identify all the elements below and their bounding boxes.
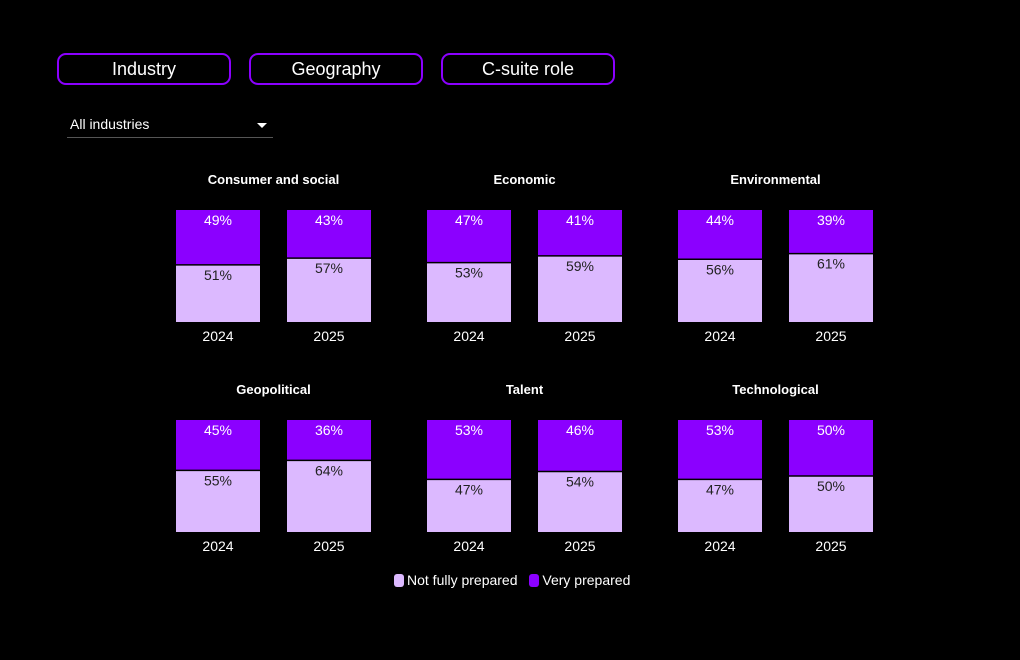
legend-label-very-prepared: Very prepared xyxy=(542,572,631,588)
bar-consumer-and-social-2025-not-fully-prepared xyxy=(287,258,371,322)
category-label-consumer-and-social-2025: 2025 xyxy=(313,328,344,344)
bar-environmental-2024-very-prepared xyxy=(678,210,762,260)
tab-geography[interactable]: Geography xyxy=(249,53,423,85)
data-label-geopolitical-2025-very-prepared: 36% xyxy=(315,422,343,438)
bar-consumer-and-social-2025-very-prepared xyxy=(287,210,371,259)
bar-economic-2024-not-fully-prepared xyxy=(427,262,511,322)
data-label-environmental-2024-very-prepared: 44% xyxy=(706,212,734,228)
category-label-geopolitical-2025: 2025 xyxy=(313,538,344,554)
bar-technological-2025-not-fully-prepared xyxy=(789,476,873,532)
data-label-economic-2024-very-prepared: 47% xyxy=(455,212,483,228)
data-label-economic-2025-very-prepared: 41% xyxy=(566,212,594,228)
bar-talent-2025-very-prepared xyxy=(538,420,622,472)
bar-geopolitical-2025-not-fully-prepared xyxy=(287,460,371,532)
data-label-geopolitical-2024-very-prepared: 45% xyxy=(204,422,232,438)
panel-title-environmental: Environmental xyxy=(730,172,820,187)
bar-environmental-2025-very-prepared xyxy=(789,210,873,254)
data-label-economic-2024-not-fully-prepared: 53% xyxy=(455,265,483,281)
data-label-talent-2025-not-fully-prepared: 54% xyxy=(566,474,594,490)
legend-label-not-fully-prepared: Not fully prepared xyxy=(407,572,518,588)
category-label-consumer-and-social-2024: 2024 xyxy=(202,328,233,344)
data-label-talent-2024-very-prepared: 53% xyxy=(455,422,483,438)
bar-talent-2024-very-prepared xyxy=(427,420,511,480)
industry-dropdown[interactable]: All industries xyxy=(67,112,273,138)
data-label-consumer-and-social-2025-not-fully-prepared: 57% xyxy=(315,260,343,276)
bar-consumer-and-social-2024-very-prepared xyxy=(176,210,260,265)
category-label-technological-2024: 2024 xyxy=(704,538,735,554)
bar-consumer-and-social-2024-not-fully-prepared xyxy=(176,264,260,322)
panel-title-technological: Technological xyxy=(732,382,818,397)
category-label-economic-2024: 2024 xyxy=(453,328,484,344)
data-label-economic-2025-not-fully-prepared: 59% xyxy=(566,258,594,274)
data-label-consumer-and-social-2025-very-prepared: 43% xyxy=(315,212,343,228)
bar-environmental-2024-not-fully-prepared xyxy=(678,259,762,322)
category-label-talent-2025: 2025 xyxy=(564,538,595,554)
caret-down-icon xyxy=(257,123,267,128)
legend-item-not-fully-prepared[interactable]: Not fully prepared xyxy=(394,572,518,588)
data-label-technological-2024-very-prepared: 53% xyxy=(706,422,734,438)
data-label-geopolitical-2024-not-fully-prepared: 55% xyxy=(204,472,232,488)
bar-technological-2024-not-fully-prepared xyxy=(678,479,762,532)
legend-swatch-not-fully-prepared xyxy=(394,573,404,587)
bar-talent-2024-not-fully-prepared xyxy=(427,479,511,532)
data-label-geopolitical-2025-not-fully-prepared: 64% xyxy=(315,462,343,478)
bar-economic-2025-not-fully-prepared xyxy=(538,255,622,322)
bar-economic-2024-very-prepared xyxy=(427,210,511,263)
data-label-environmental-2024-not-fully-prepared: 56% xyxy=(706,261,734,277)
bar-technological-2025-very-prepared xyxy=(789,420,873,476)
category-label-technological-2025: 2025 xyxy=(815,538,846,554)
bar-geopolitical-2025-very-prepared xyxy=(287,420,371,461)
bar-geopolitical-2024-very-prepared xyxy=(176,420,260,471)
legend-item-very-prepared[interactable]: Very prepared xyxy=(529,572,630,588)
data-label-technological-2025-very-prepared: 50% xyxy=(817,422,845,438)
bar-technological-2024-very-prepared xyxy=(678,420,762,480)
panel-title-economic: Economic xyxy=(493,172,555,187)
data-label-technological-2025-not-fully-prepared: 50% xyxy=(817,478,845,494)
panel-title-geopolitical: Geopolitical xyxy=(236,382,310,397)
category-label-geopolitical-2024: 2024 xyxy=(202,538,233,554)
bar-environmental-2025-not-fully-prepared xyxy=(789,253,873,322)
category-label-talent-2024: 2024 xyxy=(453,538,484,554)
category-label-environmental-2025: 2025 xyxy=(815,328,846,344)
data-label-talent-2024-not-fully-prepared: 47% xyxy=(455,481,483,497)
data-label-environmental-2025-not-fully-prepared: 61% xyxy=(817,256,845,272)
dropdown-selected-value: All industries xyxy=(70,116,150,132)
category-label-economic-2025: 2025 xyxy=(564,328,595,344)
bar-geopolitical-2024-not-fully-prepared xyxy=(176,470,260,532)
data-label-talent-2025-very-prepared: 46% xyxy=(566,422,594,438)
data-label-consumer-and-social-2024-very-prepared: 49% xyxy=(204,212,232,228)
bar-economic-2025-very-prepared xyxy=(538,210,622,256)
data-label-consumer-and-social-2024-not-fully-prepared: 51% xyxy=(204,267,232,283)
tab-c-suite-role[interactable]: C-suite role xyxy=(441,53,615,85)
legend-swatch-very-prepared xyxy=(529,573,540,587)
bar-talent-2025-not-fully-prepared xyxy=(538,471,622,532)
tab-industry[interactable]: Industry xyxy=(57,53,231,85)
category-label-environmental-2024: 2024 xyxy=(704,328,735,344)
panel-title-consumer-and-social: Consumer and social xyxy=(208,172,339,187)
data-label-technological-2024-not-fully-prepared: 47% xyxy=(706,481,734,497)
chart-legend: Not fully prepared Very prepared xyxy=(394,572,638,590)
data-label-environmental-2025-very-prepared: 39% xyxy=(817,212,845,228)
panel-title-talent: Talent xyxy=(506,382,544,397)
